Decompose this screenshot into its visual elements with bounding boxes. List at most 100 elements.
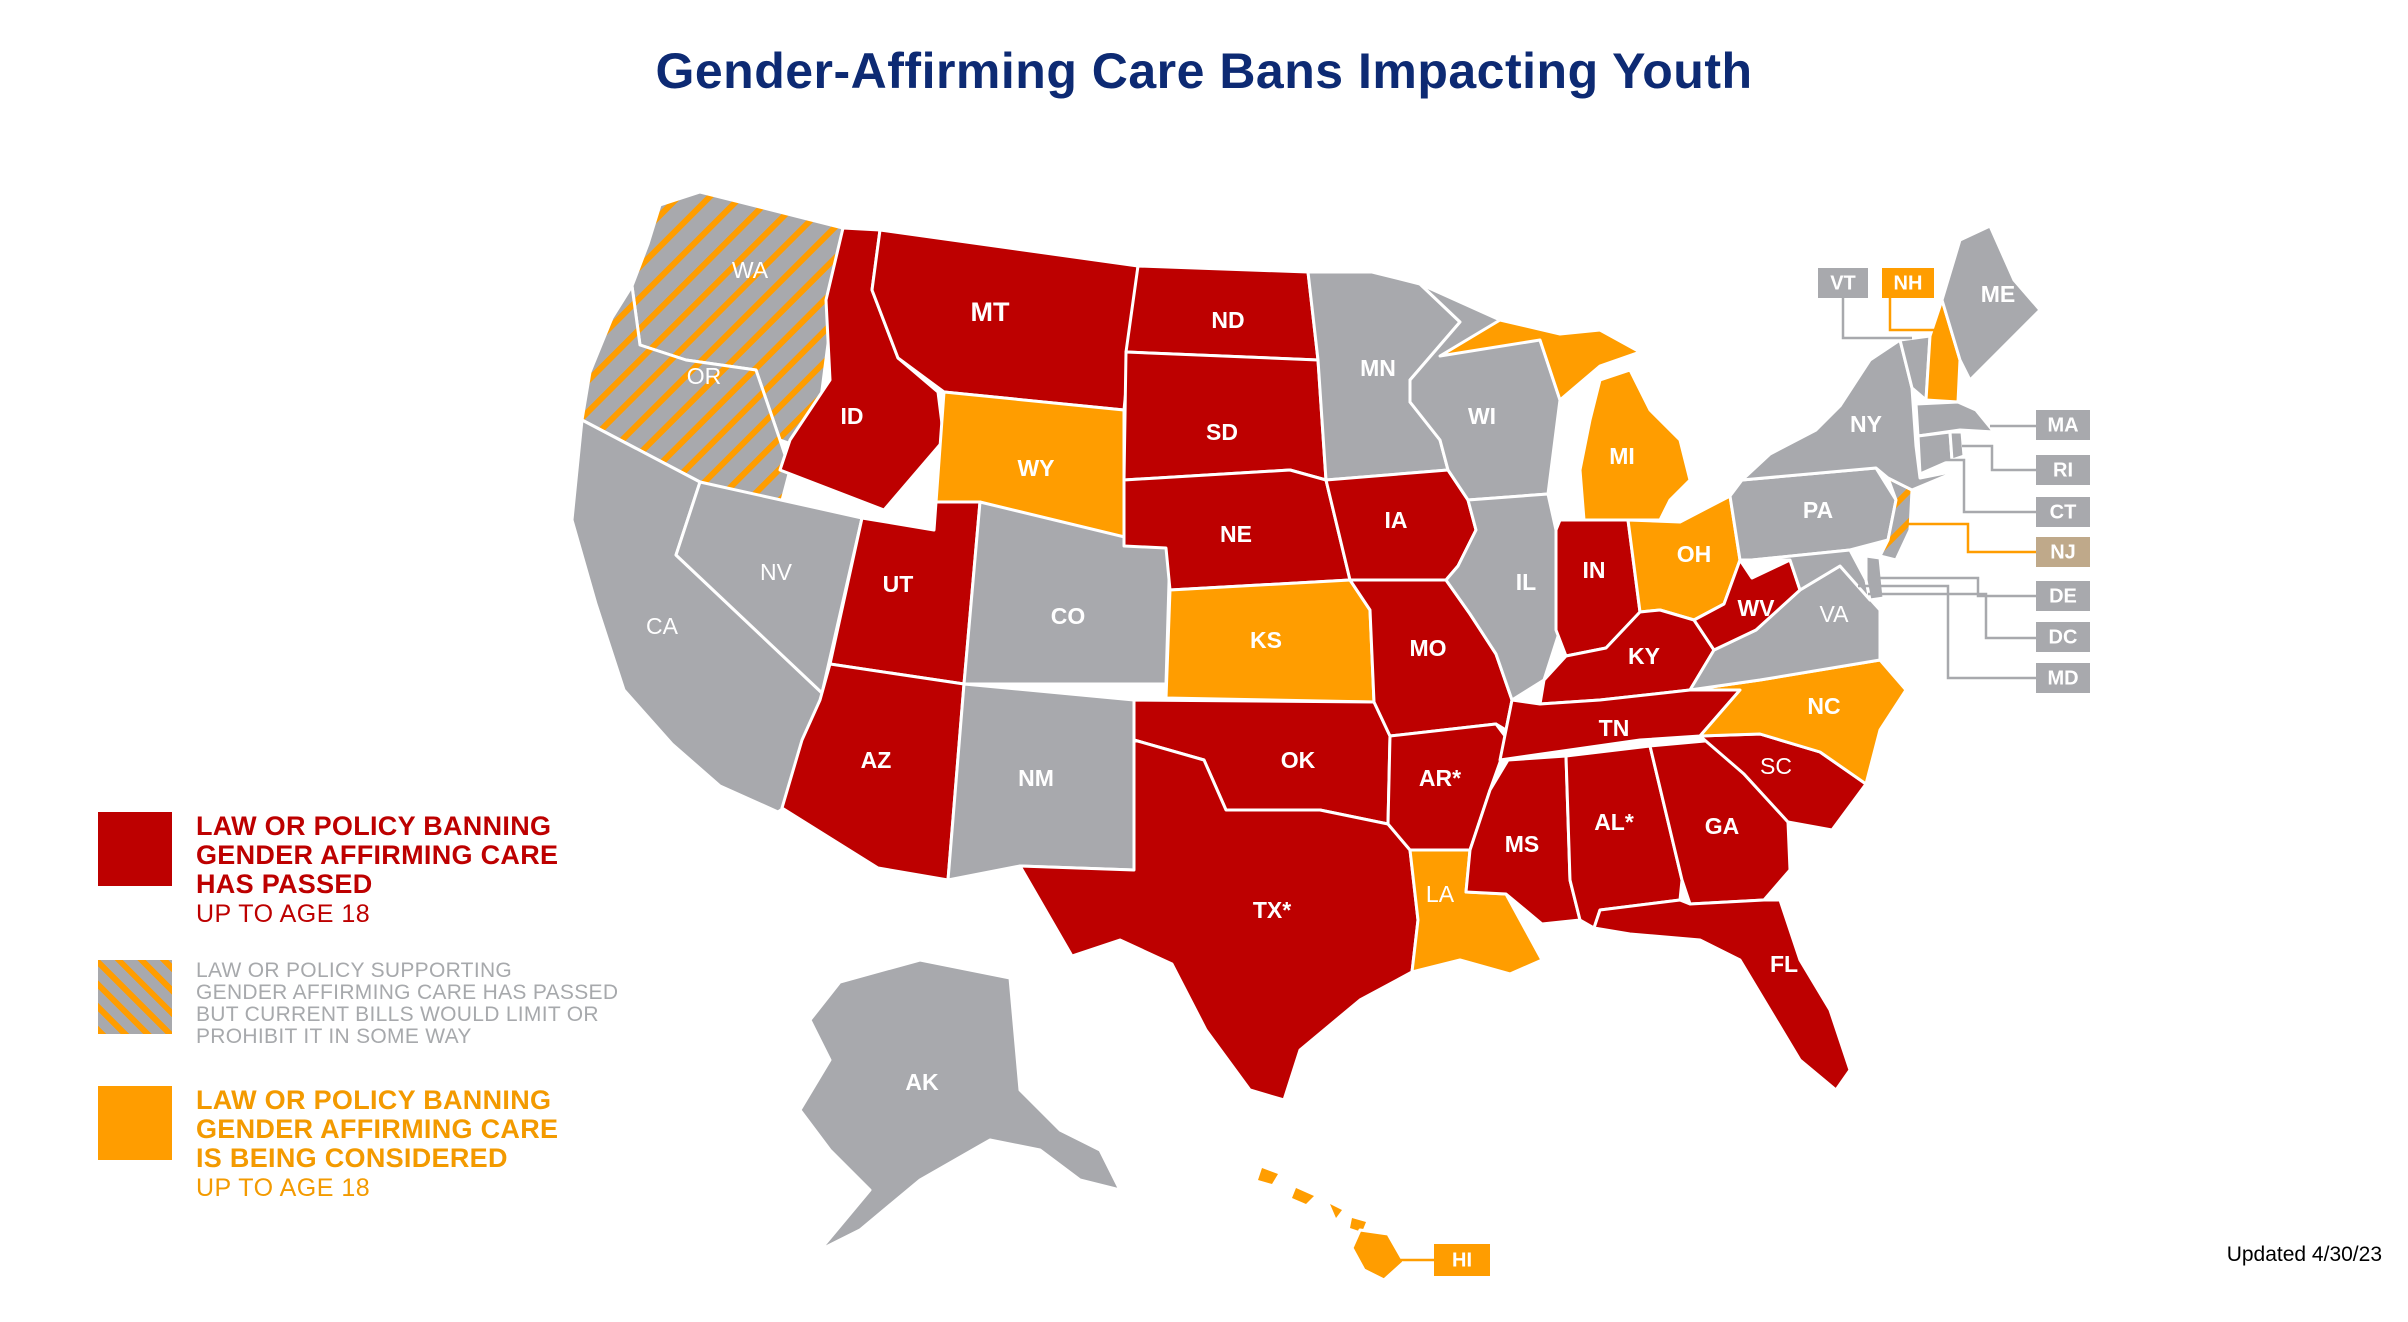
label-wy: WY <box>1017 455 1054 481</box>
state-me[interactable] <box>1940 224 2042 382</box>
label-in: IN <box>1583 557 1606 583</box>
state-or[interactable] <box>580 284 792 510</box>
label-ia: IA <box>1385 507 1408 533</box>
box-nj <box>2036 537 2090 567</box>
label-ok: OK <box>1281 747 1316 773</box>
box-md-label: MD <box>2047 667 2078 689</box>
legend-considered-sub: UP TO AGE 18 <box>196 1174 371 1202</box>
label-wi: WI <box>1468 403 1496 429</box>
box-md <box>2036 663 2090 693</box>
box-dc-label: DC <box>2049 626 2078 648</box>
label-co: CO <box>1051 603 1086 629</box>
legend-supporting-line2: GENDER AFFIRMING CARE HAS PASSED <box>196 981 619 1004</box>
state-md[interactable] <box>1750 548 1872 602</box>
legend-considered-line2: GENDER AFFIRMING CARE <box>196 1114 559 1144</box>
label-tx: TX* <box>1253 897 1291 923</box>
leader-lines <box>1396 296 2036 1262</box>
label-id: ID <box>841 403 864 429</box>
label-ne: NE <box>1220 521 1252 547</box>
state-nh[interactable] <box>1924 298 1962 404</box>
label-az: AZ <box>861 747 892 773</box>
label-nm: NM <box>1018 765 1054 791</box>
label-ms: MS <box>1505 831 1540 857</box>
label-or: OR <box>687 363 722 389</box>
box-vt-label: VT <box>1830 272 1856 294</box>
box-ri <box>2036 455 2090 485</box>
box-nh <box>1882 268 1934 298</box>
label-oh: OH <box>1677 541 1712 567</box>
label-nc: NC <box>1807 693 1840 719</box>
legend-passed-line2: GENDER AFFIRMING CARE <box>196 840 559 870</box>
legend-passed-line3: HAS PASSED <box>196 869 373 899</box>
label-fl: FL <box>1770 951 1798 977</box>
state-wv[interactable] <box>1692 558 1802 652</box>
legend-supporting-line4: PROHIBIT IT IN SOME WAY <box>196 1025 472 1048</box>
box-dc <box>2036 622 2090 652</box>
legend-passed: LAW OR POLICY BANNING GENDER AFFIRMING C… <box>98 812 558 929</box>
label-wa: WA <box>732 257 769 283</box>
box-nj-label: NJ <box>2050 541 2076 563</box>
state-mi[interactable] <box>1578 368 1692 522</box>
label-ar: AR* <box>1419 765 1461 791</box>
state-hi[interactable] <box>1350 1228 1406 1282</box>
state-ms[interactable] <box>1464 754 1582 926</box>
state-nj[interactable] <box>1878 476 1914 562</box>
legend-passed-swatch <box>98 812 172 886</box>
updated-date: Updated 4/30/23 <box>2226 1243 2382 1266</box>
state-fl[interactable] <box>1592 898 1852 1092</box>
box-ma-label: MA <box>2047 414 2078 436</box>
state-ri[interactable] <box>1948 430 1966 462</box>
state-hi-islands[interactable] <box>1258 1168 1366 1232</box>
label-ks: KS <box>1250 627 1282 653</box>
box-de-label: DE <box>2049 585 2077 607</box>
state-de[interactable] <box>1864 554 1886 602</box>
label-ga: GA <box>1705 813 1740 839</box>
legend-considered: LAW OR POLICY BANNING GENDER AFFIRMING C… <box>98 1086 558 1203</box>
label-sc: SC <box>1760 753 1792 779</box>
box-ma <box>2036 410 2090 440</box>
label-ak: AK <box>905 1069 939 1095</box>
state-mi-upper[interactable] <box>1438 318 1642 402</box>
label-mn: MN <box>1360 355 1396 381</box>
legend-supporting-line1: LAW OR POLICY SUPPORTING <box>196 959 513 982</box>
box-ct-label: CT <box>2050 501 2077 523</box>
label-pa: PA <box>1803 497 1833 523</box>
label-il: IL <box>1516 569 1536 595</box>
label-ut: UT <box>883 571 914 597</box>
state-tx[interactable] <box>1018 738 1420 1102</box>
legend-supporting: LAW OR POLICY SUPPORTING GENDER AFFIRMIN… <box>98 960 618 1048</box>
label-va: VA <box>1820 601 1850 627</box>
state-ak[interactable] <box>798 958 1122 1252</box>
label-mo: MO <box>1409 635 1446 661</box>
box-ct <box>2036 497 2090 527</box>
label-la: LA <box>1426 881 1455 907</box>
state-labels: WA OR CA NV ID MT WY UT AZ CO NM ND SD N… <box>646 257 2015 1095</box>
legend-passed-sub: UP TO AGE 18 <box>196 900 371 928</box>
box-nh-label: NH <box>1894 272 1923 294</box>
box-ri-label: RI <box>2053 459 2073 481</box>
label-mt: MT <box>971 297 1010 327</box>
label-ky: KY <box>1628 643 1660 669</box>
label-wv: WV <box>1737 595 1775 621</box>
legend-passed-line1: LAW OR POLICY BANNING <box>196 811 552 841</box>
state-ny[interactable] <box>1740 338 1962 492</box>
box-hi <box>1434 1244 1490 1276</box>
label-tn: TN <box>1599 715 1630 741</box>
legend-supporting-line3: BUT CURRENT BILLS WOULD LIMIT OR <box>196 1003 599 1026</box>
label-me: ME <box>1981 281 2016 307</box>
box-vt <box>1818 268 1868 298</box>
state-il[interactable] <box>1444 492 1562 702</box>
label-ca: CA <box>646 613 679 639</box>
legend-considered-line1: LAW OR POLICY BANNING <box>196 1085 552 1115</box>
map-title: Gender-Affirming Care Bans Impacting You… <box>655 43 1753 99</box>
label-nv: NV <box>760 559 793 585</box>
label-nd: ND <box>1211 307 1244 333</box>
state-ct[interactable] <box>1916 430 1954 476</box>
label-ny: NY <box>1850 411 1882 437</box>
legend-considered-line3: IS BEING CONSIDERED <box>196 1143 508 1173</box>
legend-supporting-swatch <box>98 960 172 1034</box>
label-mi: MI <box>1609 443 1635 469</box>
state-sd[interactable] <box>1122 350 1328 482</box>
box-hi-label: HI <box>1452 1249 1472 1271</box>
